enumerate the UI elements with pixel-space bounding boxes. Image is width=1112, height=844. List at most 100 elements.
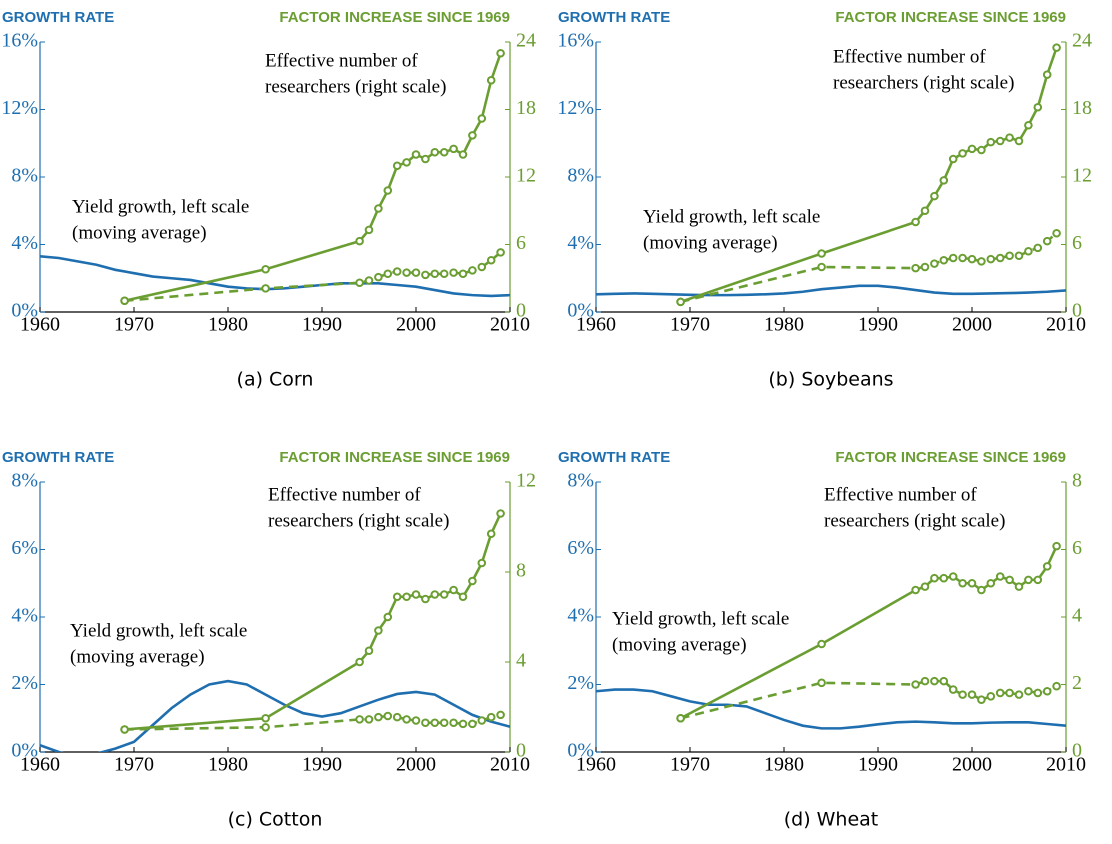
y2-tick-label: 6 xyxy=(1072,537,1082,559)
data-point xyxy=(261,713,270,723)
data-point xyxy=(421,594,430,604)
data-point xyxy=(439,269,449,279)
data-point xyxy=(439,718,449,728)
caption: (a) Corn xyxy=(237,369,314,391)
data-point xyxy=(421,718,430,728)
data-point xyxy=(392,267,402,276)
data-point xyxy=(430,718,440,728)
data-point xyxy=(1033,575,1043,585)
y2-tick-label: 18 xyxy=(516,97,536,119)
data-point xyxy=(468,131,477,140)
data-point xyxy=(911,263,920,273)
data-point xyxy=(477,262,487,272)
x-tick-label: 2000 xyxy=(396,314,436,336)
data-point xyxy=(1052,541,1061,551)
x-tick-label: 1990 xyxy=(302,754,342,776)
y-tick-label: 6% xyxy=(567,537,594,559)
data-point xyxy=(977,695,986,704)
data-point xyxy=(120,296,129,306)
data-line xyxy=(40,679,510,752)
y-tick-label: 4% xyxy=(11,232,38,254)
data-point xyxy=(402,268,411,277)
x-tick-label: 2010 xyxy=(1046,314,1086,336)
y2-tick-label: 8 xyxy=(1072,470,1082,492)
data-point xyxy=(1014,690,1024,699)
data-point xyxy=(468,719,477,729)
data-point xyxy=(458,269,468,279)
data-point xyxy=(364,646,374,656)
y-tick-label: 16% xyxy=(557,30,594,52)
x-tick-label: 1990 xyxy=(302,314,342,336)
data-point xyxy=(1042,70,1052,79)
data-point xyxy=(486,75,496,85)
y2-tick-label: 4 xyxy=(516,650,526,672)
data-point xyxy=(402,158,411,167)
annotation: (moving average) xyxy=(643,232,778,253)
x-tick-label: 2010 xyxy=(490,314,530,336)
data-point xyxy=(1014,582,1024,591)
data-point xyxy=(486,255,496,265)
annotation: Yield growth, left scale xyxy=(70,620,247,641)
data-point xyxy=(1052,681,1061,691)
y-tick-label: 0% xyxy=(11,740,38,762)
x-tick-label: 2000 xyxy=(952,754,992,776)
x-tick-label: 1980 xyxy=(764,314,804,336)
data-point xyxy=(930,676,939,686)
data-point xyxy=(496,48,505,58)
data-point xyxy=(911,217,920,227)
data-point xyxy=(930,191,939,201)
data-point xyxy=(1033,102,1043,112)
data-point xyxy=(439,590,449,599)
y-axis-title: GROWTH RATE xyxy=(2,9,114,26)
y-tick-label: 0% xyxy=(11,300,38,322)
data-point xyxy=(496,710,505,720)
y-tick-label: 6% xyxy=(11,537,38,559)
y-axis-title: GROWTH RATE xyxy=(2,449,114,466)
data-point xyxy=(458,150,468,159)
data-point xyxy=(920,262,930,272)
data-point xyxy=(458,719,468,729)
y-tick-label: 0% xyxy=(567,300,594,322)
y-tick-label: 4% xyxy=(567,232,594,254)
y-tick-label: 16% xyxy=(1,30,38,52)
data-point xyxy=(920,206,930,216)
data-point xyxy=(911,680,920,689)
data-point xyxy=(948,253,958,263)
y2-axis-title: FACTOR INCREASE SINCE 1969 xyxy=(835,449,1066,466)
data-point xyxy=(411,268,421,277)
data-line xyxy=(40,255,510,298)
data-line xyxy=(596,284,1066,297)
y2-tick-label: 24 xyxy=(516,30,536,52)
y2-tick-label: 24 xyxy=(1072,30,1092,52)
data-point xyxy=(986,692,996,701)
x-tick-label: 1970 xyxy=(670,754,710,776)
data-point xyxy=(676,713,685,723)
data-point xyxy=(411,716,421,725)
data-point xyxy=(468,266,477,275)
y-tick-label: 4% xyxy=(567,605,594,627)
data-point xyxy=(1014,136,1024,146)
data-point xyxy=(449,268,458,277)
data-point xyxy=(383,711,393,721)
data-point xyxy=(1005,133,1014,142)
data-point xyxy=(364,715,374,724)
y2-axis-title: FACTOR INCREASE SINCE 1969 xyxy=(835,9,1066,26)
annotation: Yield growth, left scale xyxy=(72,196,249,217)
panel: 1960 1970 1980 1990 2000 2010 0% 2% 4% 6% 8% 0 2 4 6 8 G… xyxy=(558,449,1086,831)
y2-tick-label: 0 xyxy=(1072,300,1082,322)
data-point xyxy=(392,161,402,171)
data-point xyxy=(817,639,826,649)
y2-axis-title: FACTOR INCREASE SINCE 1969 xyxy=(279,9,510,26)
data-point xyxy=(261,284,270,293)
y-axis-title: GROWTH RATE xyxy=(558,9,670,26)
data-point xyxy=(458,592,468,602)
data-point xyxy=(496,248,505,257)
y-tick-label: 2% xyxy=(11,672,38,694)
data-point xyxy=(1052,43,1061,52)
data-point xyxy=(986,254,996,264)
y2-tick-label: 12 xyxy=(516,165,536,187)
data-line xyxy=(596,688,1066,730)
data-point xyxy=(1005,688,1014,698)
annotation: researchers (right scale) xyxy=(265,76,446,97)
